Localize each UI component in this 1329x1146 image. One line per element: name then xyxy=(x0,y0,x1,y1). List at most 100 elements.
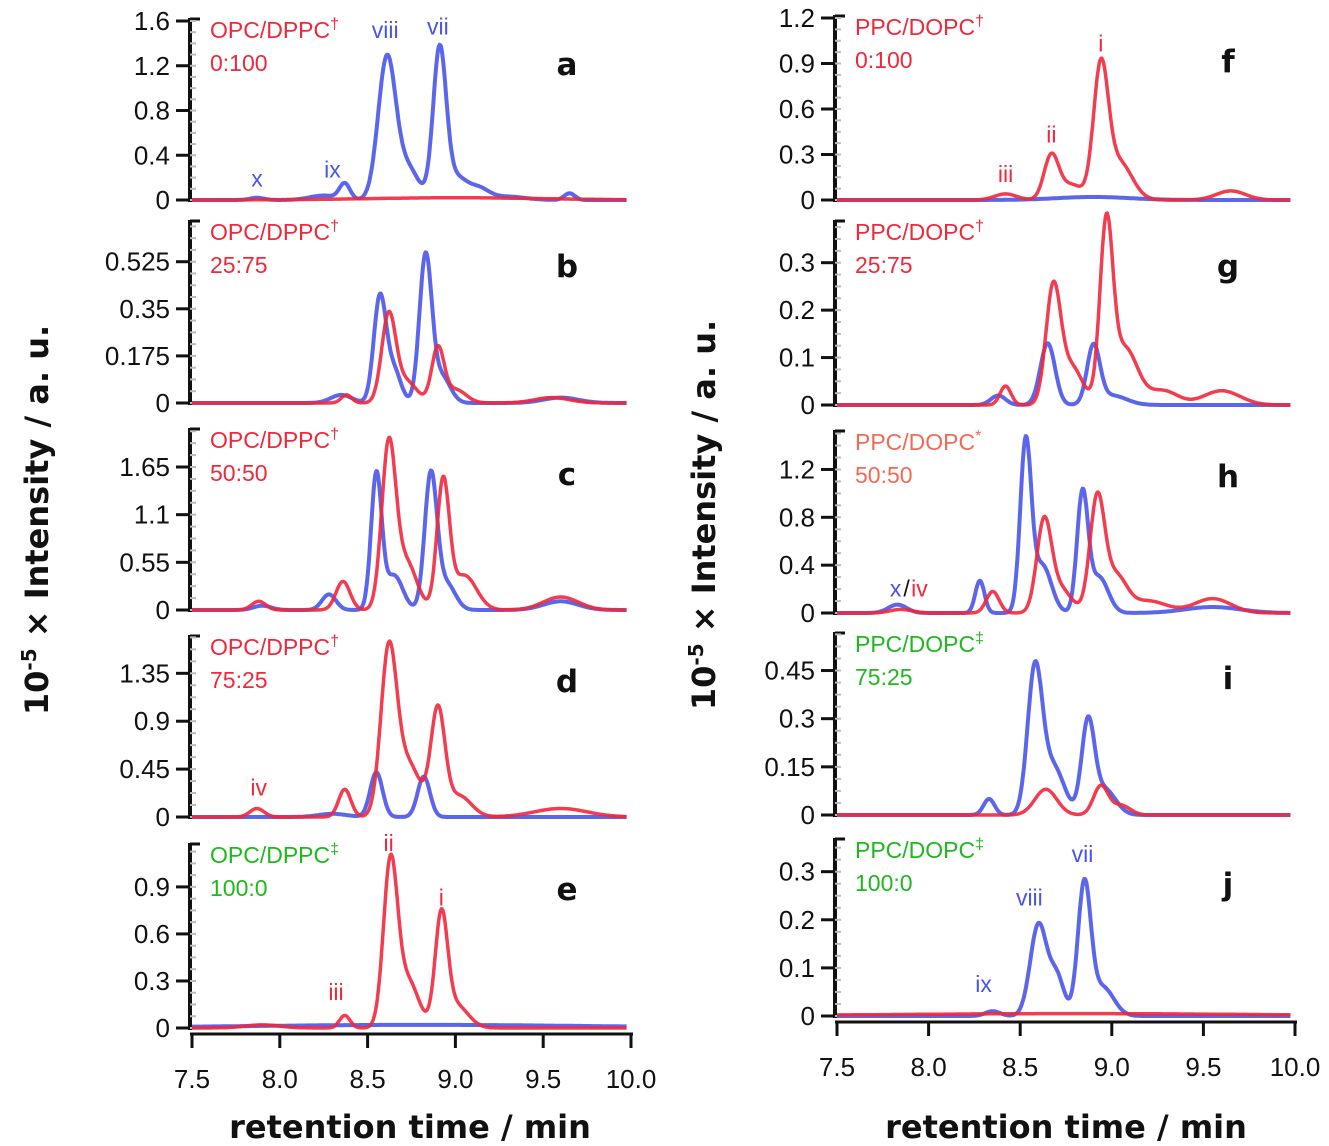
y-tick-label: 0.1 xyxy=(779,953,815,983)
panel-label-ratio: 100:0 xyxy=(855,870,913,896)
y-tick-label: 0 xyxy=(156,595,170,625)
panel-label-mixture: OPC/DPPC† xyxy=(210,16,339,43)
series-blue-line xyxy=(190,770,628,819)
x-tick-label: 7.5 xyxy=(174,1064,210,1094)
x-tick-label: 9.0 xyxy=(437,1064,473,1094)
peak-annotation: i xyxy=(439,885,444,911)
panel-letter: j xyxy=(1221,867,1234,903)
series-red-line xyxy=(836,211,1292,407)
peak-annotation: ix xyxy=(975,971,992,997)
peak-annotation: viii xyxy=(1016,884,1043,910)
panel-label-mixture: PPC/DOPC† xyxy=(855,218,984,245)
x-axis-title-right: retention time / min xyxy=(885,1108,1247,1146)
peak-annotation: x xyxy=(251,166,263,192)
y-tick-label: 0.3 xyxy=(779,140,815,170)
panel-label-mixture: PPC/DOPC† xyxy=(855,13,984,40)
panel-letter: f xyxy=(1221,44,1235,80)
y-tick-label: 0.3 xyxy=(779,857,815,887)
panel-label-ratio: 75:25 xyxy=(855,664,913,690)
x-axis-title-left: retention time / min xyxy=(229,1108,591,1146)
y-tick-label: 0 xyxy=(156,388,170,418)
peak-annotation: iii xyxy=(328,979,343,1005)
series-red-line xyxy=(836,490,1292,615)
y-axis-title-left: 10-5 × Intensity / a. u. xyxy=(17,325,56,715)
y-tick-label: 1.6 xyxy=(134,6,170,36)
y-tick-label: 0.3 xyxy=(779,248,815,278)
y-tick-label: 0.2 xyxy=(779,905,815,935)
y-tick-label: 1.2 xyxy=(779,3,815,33)
panel-g: 0 0.1 0.2 0.3 PPC/DOPC† 25:75 g xyxy=(779,211,1292,420)
panel-label-mixture: OPC/DPPC‡ xyxy=(210,841,339,868)
panel-label-mixture: OPC/DPPC† xyxy=(210,218,339,245)
panel-label-ratio: 50:50 xyxy=(855,462,913,488)
peak-annotation: iv xyxy=(250,775,267,801)
peak-annotation: vii xyxy=(427,13,449,39)
y-tick-label: 0.45 xyxy=(764,656,815,686)
peak-annotation: ii xyxy=(1046,121,1056,147)
y-tick-label: 0 xyxy=(156,1013,170,1043)
y-tick-label: 0 xyxy=(801,185,815,215)
series-blue-line xyxy=(835,341,1292,407)
panel-letter: b xyxy=(556,249,578,285)
panel-i: 0 0.15 0.3 0.45 PPC/DOPC‡ 75:25 i xyxy=(764,630,1292,830)
y-tick-label: 0 xyxy=(801,800,815,830)
peak-annotation: iv xyxy=(911,575,928,601)
x-tick-label: 9.5 xyxy=(1185,1052,1221,1082)
series-red-line xyxy=(836,56,1292,202)
y-tick-label: 0.9 xyxy=(134,872,170,902)
panel-letter: e xyxy=(556,872,577,908)
panel-e: 0 0.3 0.6 0.9 7.5 8.0 8.5 9.0 9.5 10.0 OPC/DPPC‡ 10… xyxy=(134,830,656,1094)
panel-letter: d xyxy=(556,664,578,700)
panel-label-ratio: 100:0 xyxy=(210,875,268,901)
series-red-line xyxy=(836,1011,1292,1017)
y-tick-label: 0.2 xyxy=(779,295,815,325)
peak-annotation: ii xyxy=(384,830,394,856)
x-tick-label: 10.0 xyxy=(1270,1052,1321,1082)
y-tick-label: 0.8 xyxy=(779,502,815,532)
peak-annotation: / xyxy=(903,575,910,601)
peak-annotation: viii xyxy=(372,17,399,43)
x-tick-label: 10.0 xyxy=(606,1064,657,1094)
series-red-line xyxy=(191,196,628,202)
panel-label-ratio: 50:50 xyxy=(210,460,268,486)
y-tick-label: 0.35 xyxy=(119,294,170,324)
y-tick-label: 0.525 xyxy=(105,247,170,277)
panel-label-ratio: 25:75 xyxy=(210,252,268,278)
panel-label-ratio: 0:100 xyxy=(855,47,913,73)
x-tick-label: 8.5 xyxy=(1002,1052,1038,1082)
panel-label-ratio: 75:25 xyxy=(210,667,268,693)
y-axis-title-right: 10-5 × Intensity / a. u. xyxy=(684,320,723,710)
series-red-line xyxy=(191,309,628,405)
y-tick-label: 0.4 xyxy=(134,140,170,170)
panel-letter: c xyxy=(558,457,576,493)
y-tick-label: 0.3 xyxy=(134,966,170,996)
peak-annotation: i xyxy=(1098,30,1103,56)
x-tick-label: 8.5 xyxy=(350,1064,386,1094)
peak-annotation: vii xyxy=(1072,841,1094,867)
y-tick-label: 0 xyxy=(156,802,170,832)
x-tick-label: 7.5 xyxy=(819,1052,855,1082)
panel-label-mixture: OPC/DPPC† xyxy=(210,426,339,453)
panel-label-ratio: 25:75 xyxy=(855,252,913,278)
y-tick-label: 0.6 xyxy=(134,919,170,949)
y-tick-label: 0 xyxy=(801,390,815,420)
panel-label-mixture: PPC/DOPC* xyxy=(855,428,981,455)
y-tick-label: 1.1 xyxy=(134,500,170,530)
panel-label-ratio: 0:100 xyxy=(210,50,268,76)
x-tick-label: 8.0 xyxy=(262,1064,298,1094)
y-tick-label: 0.45 xyxy=(119,754,170,784)
peak-annotation: iii xyxy=(998,161,1013,187)
panel-a: 0 0.4 0.8 1.2 1.6 OPC/DPPC† 0:100 a x ix viii vii xyxy=(134,6,628,215)
x-tick-label: 8.0 xyxy=(911,1052,947,1082)
y-tick-label: 0.3 xyxy=(779,704,815,734)
panel-b: 0 0.175 0.35 0.525 OPC/DPPC† 25:75 b xyxy=(105,218,628,418)
y-tick-label: 0 xyxy=(801,1001,815,1031)
peak-annotation: ix xyxy=(324,157,341,183)
y-tick-label: 0.9 xyxy=(779,49,815,79)
y-tick-label: 0.4 xyxy=(779,550,815,580)
y-tick-label: 0.55 xyxy=(119,547,170,577)
panel-d: 0 0.45 0.9 1.35 OPC/DPPC† 75:25 d iv xyxy=(119,633,628,832)
y-tick-label: 1.2 xyxy=(779,454,815,484)
series-red-line xyxy=(191,852,628,1030)
